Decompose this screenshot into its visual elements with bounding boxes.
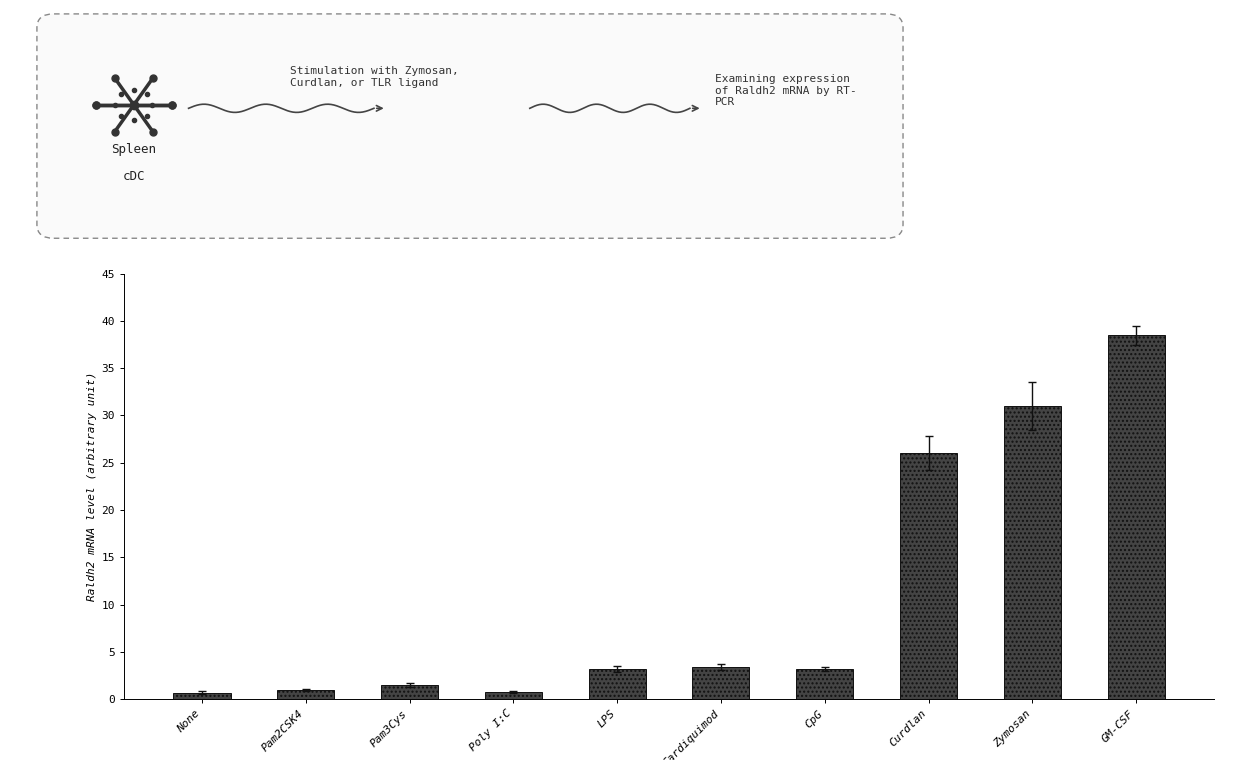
Bar [797, 669, 854, 699]
Bar [278, 690, 335, 699]
Y-axis label: Raldh2 mRNA level (arbitrary unit): Raldh2 mRNA level (arbitrary unit) [87, 372, 97, 601]
Bar [1108, 335, 1165, 699]
Text: Spleen: Spleen [112, 143, 156, 156]
Bar [900, 453, 957, 699]
Text: Stimulation with Zymosan,
Curdlan, or TLR ligand: Stimulation with Zymosan, Curdlan, or TL… [290, 66, 458, 88]
Bar [693, 667, 750, 699]
Bar [173, 692, 230, 699]
Bar [1004, 406, 1061, 699]
Bar [589, 669, 646, 699]
Bar [484, 692, 541, 699]
FancyBboxPatch shape [37, 14, 903, 239]
Text: cDC: cDC [123, 170, 145, 183]
Text: Examining expression
of Raldh2 mRNA by RT-
PCR: Examining expression of Raldh2 mRNA by R… [715, 74, 857, 107]
Bar [382, 685, 439, 699]
